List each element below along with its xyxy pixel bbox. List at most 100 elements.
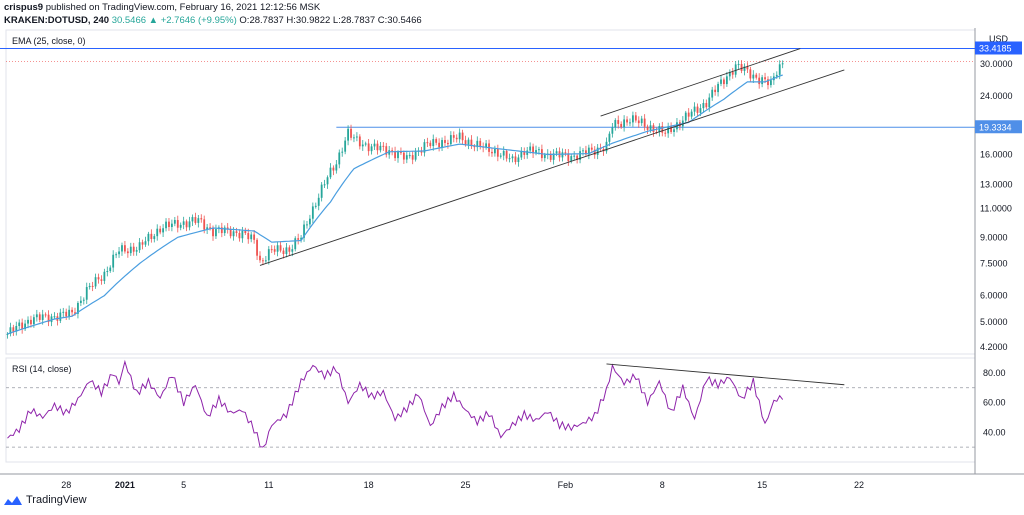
range-level-badge xyxy=(975,120,1022,134)
candle-body xyxy=(306,224,308,226)
candle-body xyxy=(634,115,637,121)
candle-body xyxy=(441,140,443,148)
candle-body xyxy=(438,142,441,148)
candle-body xyxy=(426,142,429,144)
price-change: ▲ +2.7646 (+9.95%) xyxy=(148,15,237,26)
candle-body xyxy=(179,224,182,228)
candle-body xyxy=(479,140,482,147)
candle-body xyxy=(696,106,699,113)
candle-body xyxy=(517,157,520,163)
candle-body xyxy=(288,247,291,252)
candle-body xyxy=(144,241,147,245)
candle-body xyxy=(646,126,649,130)
candle-body xyxy=(309,218,311,225)
candle-body xyxy=(262,260,264,262)
candle-body xyxy=(447,142,449,145)
candle-body xyxy=(32,317,35,325)
candle-body xyxy=(535,150,537,154)
candle-body xyxy=(444,140,446,143)
publish-text: published on TradingView.com, February 1… xyxy=(45,2,321,13)
candle-body xyxy=(47,314,50,323)
candle-body xyxy=(455,137,458,140)
author-name[interactable]: crispus9 xyxy=(4,2,44,13)
candle-body xyxy=(464,140,467,145)
candle-body xyxy=(552,153,555,160)
candle-body xyxy=(182,221,185,225)
candle-body xyxy=(458,132,461,140)
candle-body xyxy=(652,125,655,133)
candle-body xyxy=(168,221,170,227)
publish-info: crispus9 published on TradingView.com, F… xyxy=(4,2,320,13)
candle-body xyxy=(226,227,229,229)
candle-body xyxy=(223,227,226,234)
candle-body xyxy=(21,322,24,330)
candle-body xyxy=(728,72,731,77)
tradingview-logo-icon xyxy=(4,495,22,505)
time-tick-label: 18 xyxy=(364,480,374,488)
candle-body xyxy=(100,279,103,281)
candle-body xyxy=(775,74,778,77)
candle-body xyxy=(53,316,56,318)
tradingview-brand[interactable]: TradingView xyxy=(4,494,87,506)
time-tick-label: 28 xyxy=(61,480,71,488)
candle-body xyxy=(470,139,473,147)
ema-line[interactable] xyxy=(7,74,783,335)
price-tick-label: 11.0000 xyxy=(980,203,1012,213)
candle-body xyxy=(250,234,253,240)
candle-body xyxy=(85,287,88,300)
candle-body xyxy=(620,123,623,128)
resistance-level-badge xyxy=(975,41,1022,55)
candle-body xyxy=(702,102,705,109)
symbol-info: KRAKEN:DOTUSD, 240 30.5466 ▲ +2.7646 (+9… xyxy=(4,15,422,26)
candle-body xyxy=(643,118,646,127)
candle-body xyxy=(353,137,355,139)
candle-body xyxy=(408,155,411,157)
candle-body xyxy=(109,267,112,271)
candle-body xyxy=(693,106,696,112)
candle-body xyxy=(394,151,396,159)
rsi-pane-frame xyxy=(5,357,976,463)
candle-body xyxy=(379,145,382,151)
price-chart[interactable]: 4.2000 5.0000 6.0000 7.5000 9.0000 11.0000 13.… xyxy=(0,28,1024,488)
resistance-level-label: 33.4185 xyxy=(979,43,1012,53)
price-tick-label: 6.0000 xyxy=(980,291,1008,301)
candle-body xyxy=(297,238,300,240)
candle-body xyxy=(385,146,388,155)
candle-body xyxy=(549,153,552,160)
candle-body xyxy=(579,151,581,160)
rsi-divergence-trendline[interactable] xyxy=(606,363,845,386)
candle-body xyxy=(632,115,634,123)
candle-body xyxy=(50,316,53,323)
candle-body xyxy=(746,66,749,70)
time-tick-label: 15 xyxy=(757,480,767,488)
candle-body xyxy=(731,72,734,75)
candle-body xyxy=(382,145,385,147)
candle-body xyxy=(173,220,176,224)
candle-body xyxy=(212,228,214,237)
channel-upper-trendline[interactable] xyxy=(600,48,801,117)
candle-body xyxy=(135,250,138,252)
candle-body xyxy=(373,143,376,147)
candle-body xyxy=(593,149,596,155)
candle-body xyxy=(411,155,414,160)
candle-body xyxy=(62,311,65,313)
candle-body xyxy=(185,221,188,228)
channel-lower-trendline[interactable] xyxy=(259,69,845,266)
price-tick-label: 4.2000 xyxy=(980,342,1008,352)
candle-body xyxy=(30,319,32,325)
candle-body xyxy=(112,254,115,268)
candle-body xyxy=(150,233,153,240)
candle-body xyxy=(667,126,670,134)
candle-body xyxy=(570,156,573,162)
candle-body xyxy=(561,152,564,158)
candle-body xyxy=(573,155,576,157)
candle-body xyxy=(370,146,373,152)
candle-body xyxy=(714,89,717,93)
rsi-line[interactable] xyxy=(7,359,784,448)
candle-body xyxy=(244,230,247,234)
candle-body xyxy=(91,285,94,287)
candle-body xyxy=(508,158,511,160)
candle-body xyxy=(532,146,534,154)
last-price: 30.5466 xyxy=(111,15,147,26)
candle-body xyxy=(485,143,488,148)
